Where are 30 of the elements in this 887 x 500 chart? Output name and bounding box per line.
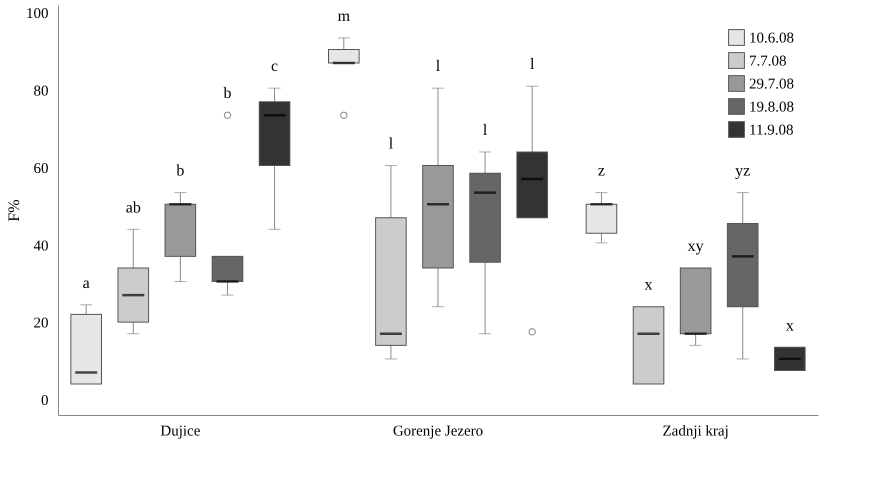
y-tick-label: 0 (41, 393, 48, 410)
annotation: l (388, 136, 394, 153)
y-axis-title: F% (6, 199, 23, 222)
annotation: c (271, 58, 278, 76)
legend-label: 10.6.08 (749, 30, 794, 46)
annotation: x (786, 317, 794, 334)
annotation: l (530, 56, 535, 74)
annotation: ab (126, 199, 141, 216)
annotation: z (598, 162, 605, 180)
y-tick-label: 80 (34, 84, 48, 100)
y-tick-label: 60 (34, 160, 48, 177)
y-tick-label: 40 (34, 238, 48, 254)
annotation: a (82, 274, 90, 292)
annotation: xy (688, 238, 704, 256)
annotation: l (436, 58, 441, 76)
y-tick-label: 20 (34, 316, 48, 332)
legend-label: 7.7.08 (749, 54, 786, 70)
annotation: m (338, 8, 351, 25)
x-tick-label: Dujice (160, 424, 201, 440)
legend-label: 29.7.08 (749, 76, 794, 92)
annotation: yz (735, 162, 750, 180)
x-tick-label: Gorenje Jezero (392, 424, 484, 440)
annotation: l (482, 122, 488, 139)
annotation: x (644, 276, 653, 294)
annotation: b (223, 85, 232, 102)
legend-label: 19.8.08 (749, 100, 794, 116)
y-tick-label: 100 (26, 6, 48, 22)
x-tick-label: Zadnji kraj (662, 424, 729, 440)
annotation: b (176, 162, 184, 180)
legend-label: 11.9.08 (749, 122, 794, 138)
